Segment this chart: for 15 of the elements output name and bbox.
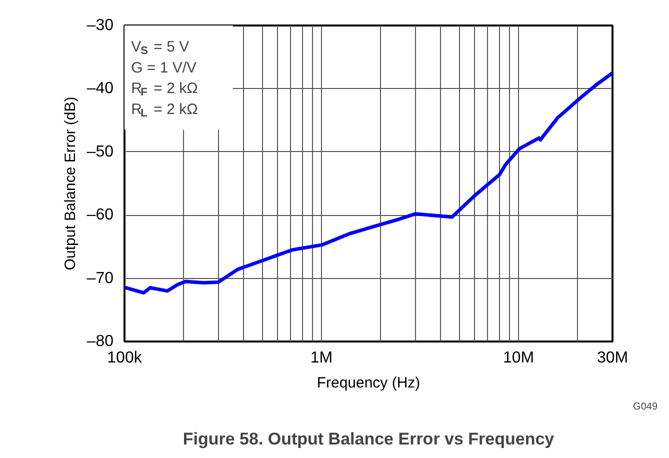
y-tick-label: –70 xyxy=(86,270,114,287)
y-tick-label: –50 xyxy=(86,143,114,160)
x-tick-label: 30M xyxy=(596,350,628,366)
y-tick-label: –30 xyxy=(86,17,114,34)
y-tick-label: –80 xyxy=(86,333,114,350)
x-axis-title: Frequency (Hz) xyxy=(316,374,420,392)
x-tick-label: 1M xyxy=(310,350,333,366)
x-tick-label: 100k xyxy=(107,350,143,366)
y-tick-label: –40 xyxy=(86,80,114,98)
y-tick-label: –60 xyxy=(86,206,114,224)
x-tick-label: 10M xyxy=(502,350,534,366)
annotation: G = 1 V/V xyxy=(131,59,197,76)
y-axis-title: Output Balance Error (dB) xyxy=(62,96,79,270)
text: G049 xyxy=(633,402,658,412)
text: Figure 58. Output Balance Error vs Frequency xyxy=(182,430,555,448)
